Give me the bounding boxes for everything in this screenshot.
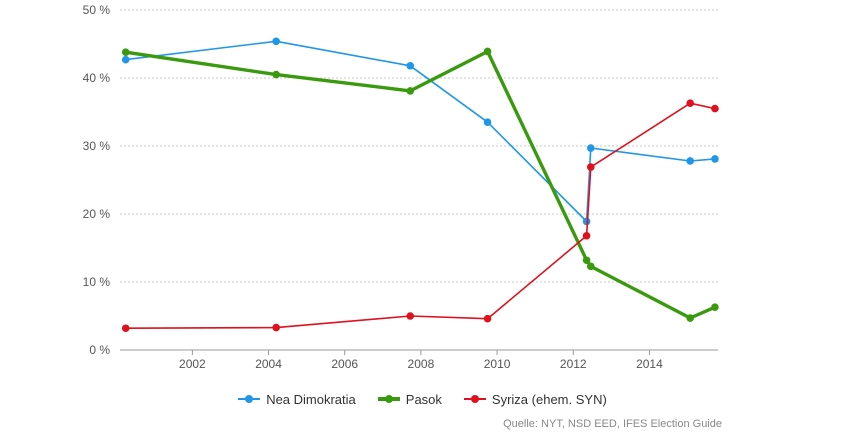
y-tick-label-40: 40 % [83,71,111,85]
data-point-nea-dimokratia-5 [586,144,595,152]
data-point-syriza-ehem-syn-4 [582,231,591,240]
data-point-nea-dimokratia-6 [686,157,694,165]
series-line-syriza-ehem-syn [124,102,716,330]
y-tick-label-30: 30 % [83,139,111,153]
series-lines [121,37,719,333]
data-point-pasok-4 [582,256,591,265]
x-tick-label-2008: 2008 [408,357,435,371]
data-point-nea-dimokratia-3 [483,118,492,126]
data-point-nea-dimokratia-4 [582,217,591,226]
data-point-syriza-ehem-syn-0 [121,324,130,333]
legend-marker-pasok-icon [377,394,400,404]
y-tick-label-20: 20 % [83,207,111,221]
x-tick-label-2010: 2010 [484,357,511,371]
data-point-nea-dimokratia-2 [406,61,415,70]
legend-marker-nea-dimokratia-icon [238,394,261,404]
legend-marker-syriza-icon [463,394,486,404]
y-tick-label-0: 0 % [89,343,110,357]
x-tick-label-2002: 2002 [179,357,206,371]
legend-item-nea-dimokratia[interactable]: Nea Dimokratia [238,392,356,407]
legend-label-syriza: Syriza (ehem. SYN) [491,391,607,407]
data-point-pasok-5 [586,262,595,271]
data-point-pasok-1 [272,70,280,79]
x-tick-label-2004: 2004 [255,357,282,371]
y-tick-label-10: 10 % [83,275,111,289]
data-point-syriza-ehem-syn-2 [406,312,415,320]
data-point-pasok-0 [121,48,130,56]
data-point-pasok-6 [686,314,694,322]
source-note: Quelle: NYT, NSD EED, IFES Election Guid… [503,418,722,430]
data-point-syriza-ehem-syn-5 [586,163,595,171]
data-point-nea-dimokratia-1 [272,37,280,46]
data-point-nea-dimokratia-7 [711,155,719,163]
x-tick-label-2006: 2006 [331,357,358,371]
legend-label-pasok: Pasok [405,391,442,407]
legend-item-syriza[interactable]: Syriza (ehem. SYN) [463,391,607,407]
legend: Nea Dimokratia Pasok Syriza (ehem. SYN) [0,389,845,409]
legend-label-nea-dimokratia: Nea Dimokratia [266,391,356,407]
x-tick-label-2014: 2014 [636,357,663,371]
data-point-nea-dimokratia-0 [121,55,130,64]
data-point-pasok-2 [406,87,415,95]
data-point-pasok-3 [483,47,492,56]
grid-lines [120,9,718,283]
data-point-syriza-ehem-syn-7 [711,104,719,113]
legend-item-pasok[interactable]: Pasok [377,391,442,407]
series-line-pasok [123,49,717,320]
data-point-syriza-ehem-syn-6 [686,99,694,107]
axes: 0 % 10 % 20 % 30 % 40 % 50 % 2002 2004 2006 2008 2… [83,3,718,371]
data-point-pasok-7 [711,303,719,311]
y-tick-label-50: 50 % [83,3,111,17]
x-tick-label-2012: 2012 [560,357,587,371]
data-point-syriza-ehem-syn-1 [272,323,280,332]
data-point-syriza-ehem-syn-3 [483,314,492,323]
series-line-nea-dimokratia [124,40,716,223]
